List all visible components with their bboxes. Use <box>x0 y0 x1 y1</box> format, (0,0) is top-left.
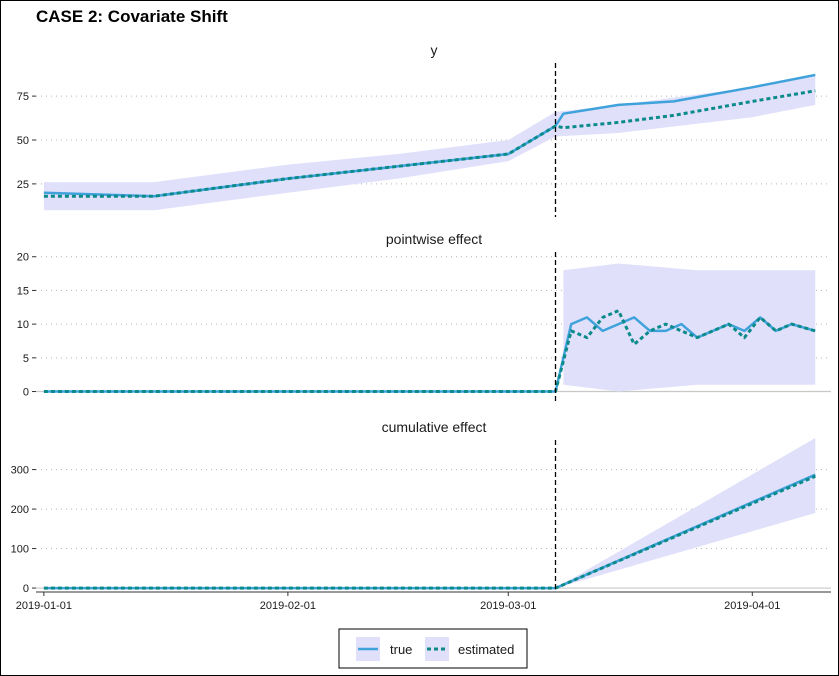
figure-title: CASE 2: Covariate Shift <box>36 7 228 26</box>
y-tick-label: 200 <box>11 504 29 516</box>
x-axis: 2019-01-01 2019-02-01 2019-03-01 2019-04-01 <box>16 591 831 612</box>
y-tick-label: 10 <box>17 319 29 331</box>
series-line-estimated <box>43 309 816 393</box>
series-line-estimated <box>43 89 816 198</box>
y-tick-label: 20 <box>17 252 29 264</box>
panel-title-cumulative: cumulative effect <box>382 419 487 435</box>
y-tick-label: 50 <box>17 135 29 147</box>
confidence-band <box>555 438 816 589</box>
panel-cumulative-effect: cumulative effect 0 100 200 300 <box>11 419 831 595</box>
panel-pointwise-effect: pointwise effect 0 5 10 15 20 <box>17 231 831 403</box>
y-tick-label: 25 <box>17 179 29 191</box>
y-tick-label: 100 <box>11 544 29 556</box>
y-tick-label: 0 <box>23 387 29 399</box>
y-tick-label: 0 <box>23 583 29 595</box>
panel-title-pointwise: pointwise effect <box>386 231 482 247</box>
x-tick-label: 2019-04-01 <box>724 600 780 612</box>
y-tick-label: 300 <box>11 465 29 477</box>
panel-y: y 25 50 75 <box>17 42 831 217</box>
panel-title-y: y <box>431 42 438 58</box>
legend-label-estimated: estimated <box>458 642 514 657</box>
x-tick-label: 2019-02-01 <box>260 600 316 612</box>
confidence-band <box>43 76 816 211</box>
series-line-true <box>43 73 816 198</box>
confidence-band <box>563 263 816 392</box>
y-tick-label: 5 <box>23 353 29 365</box>
x-tick-label: 2019-03-01 <box>480 600 536 612</box>
y-tick-label: 75 <box>17 91 29 103</box>
legend-label-true: true <box>390 642 412 657</box>
y-tick-label: 15 <box>17 285 29 297</box>
legend: true estimated <box>338 628 528 669</box>
x-tick-label: 2019-01-01 <box>16 600 72 612</box>
